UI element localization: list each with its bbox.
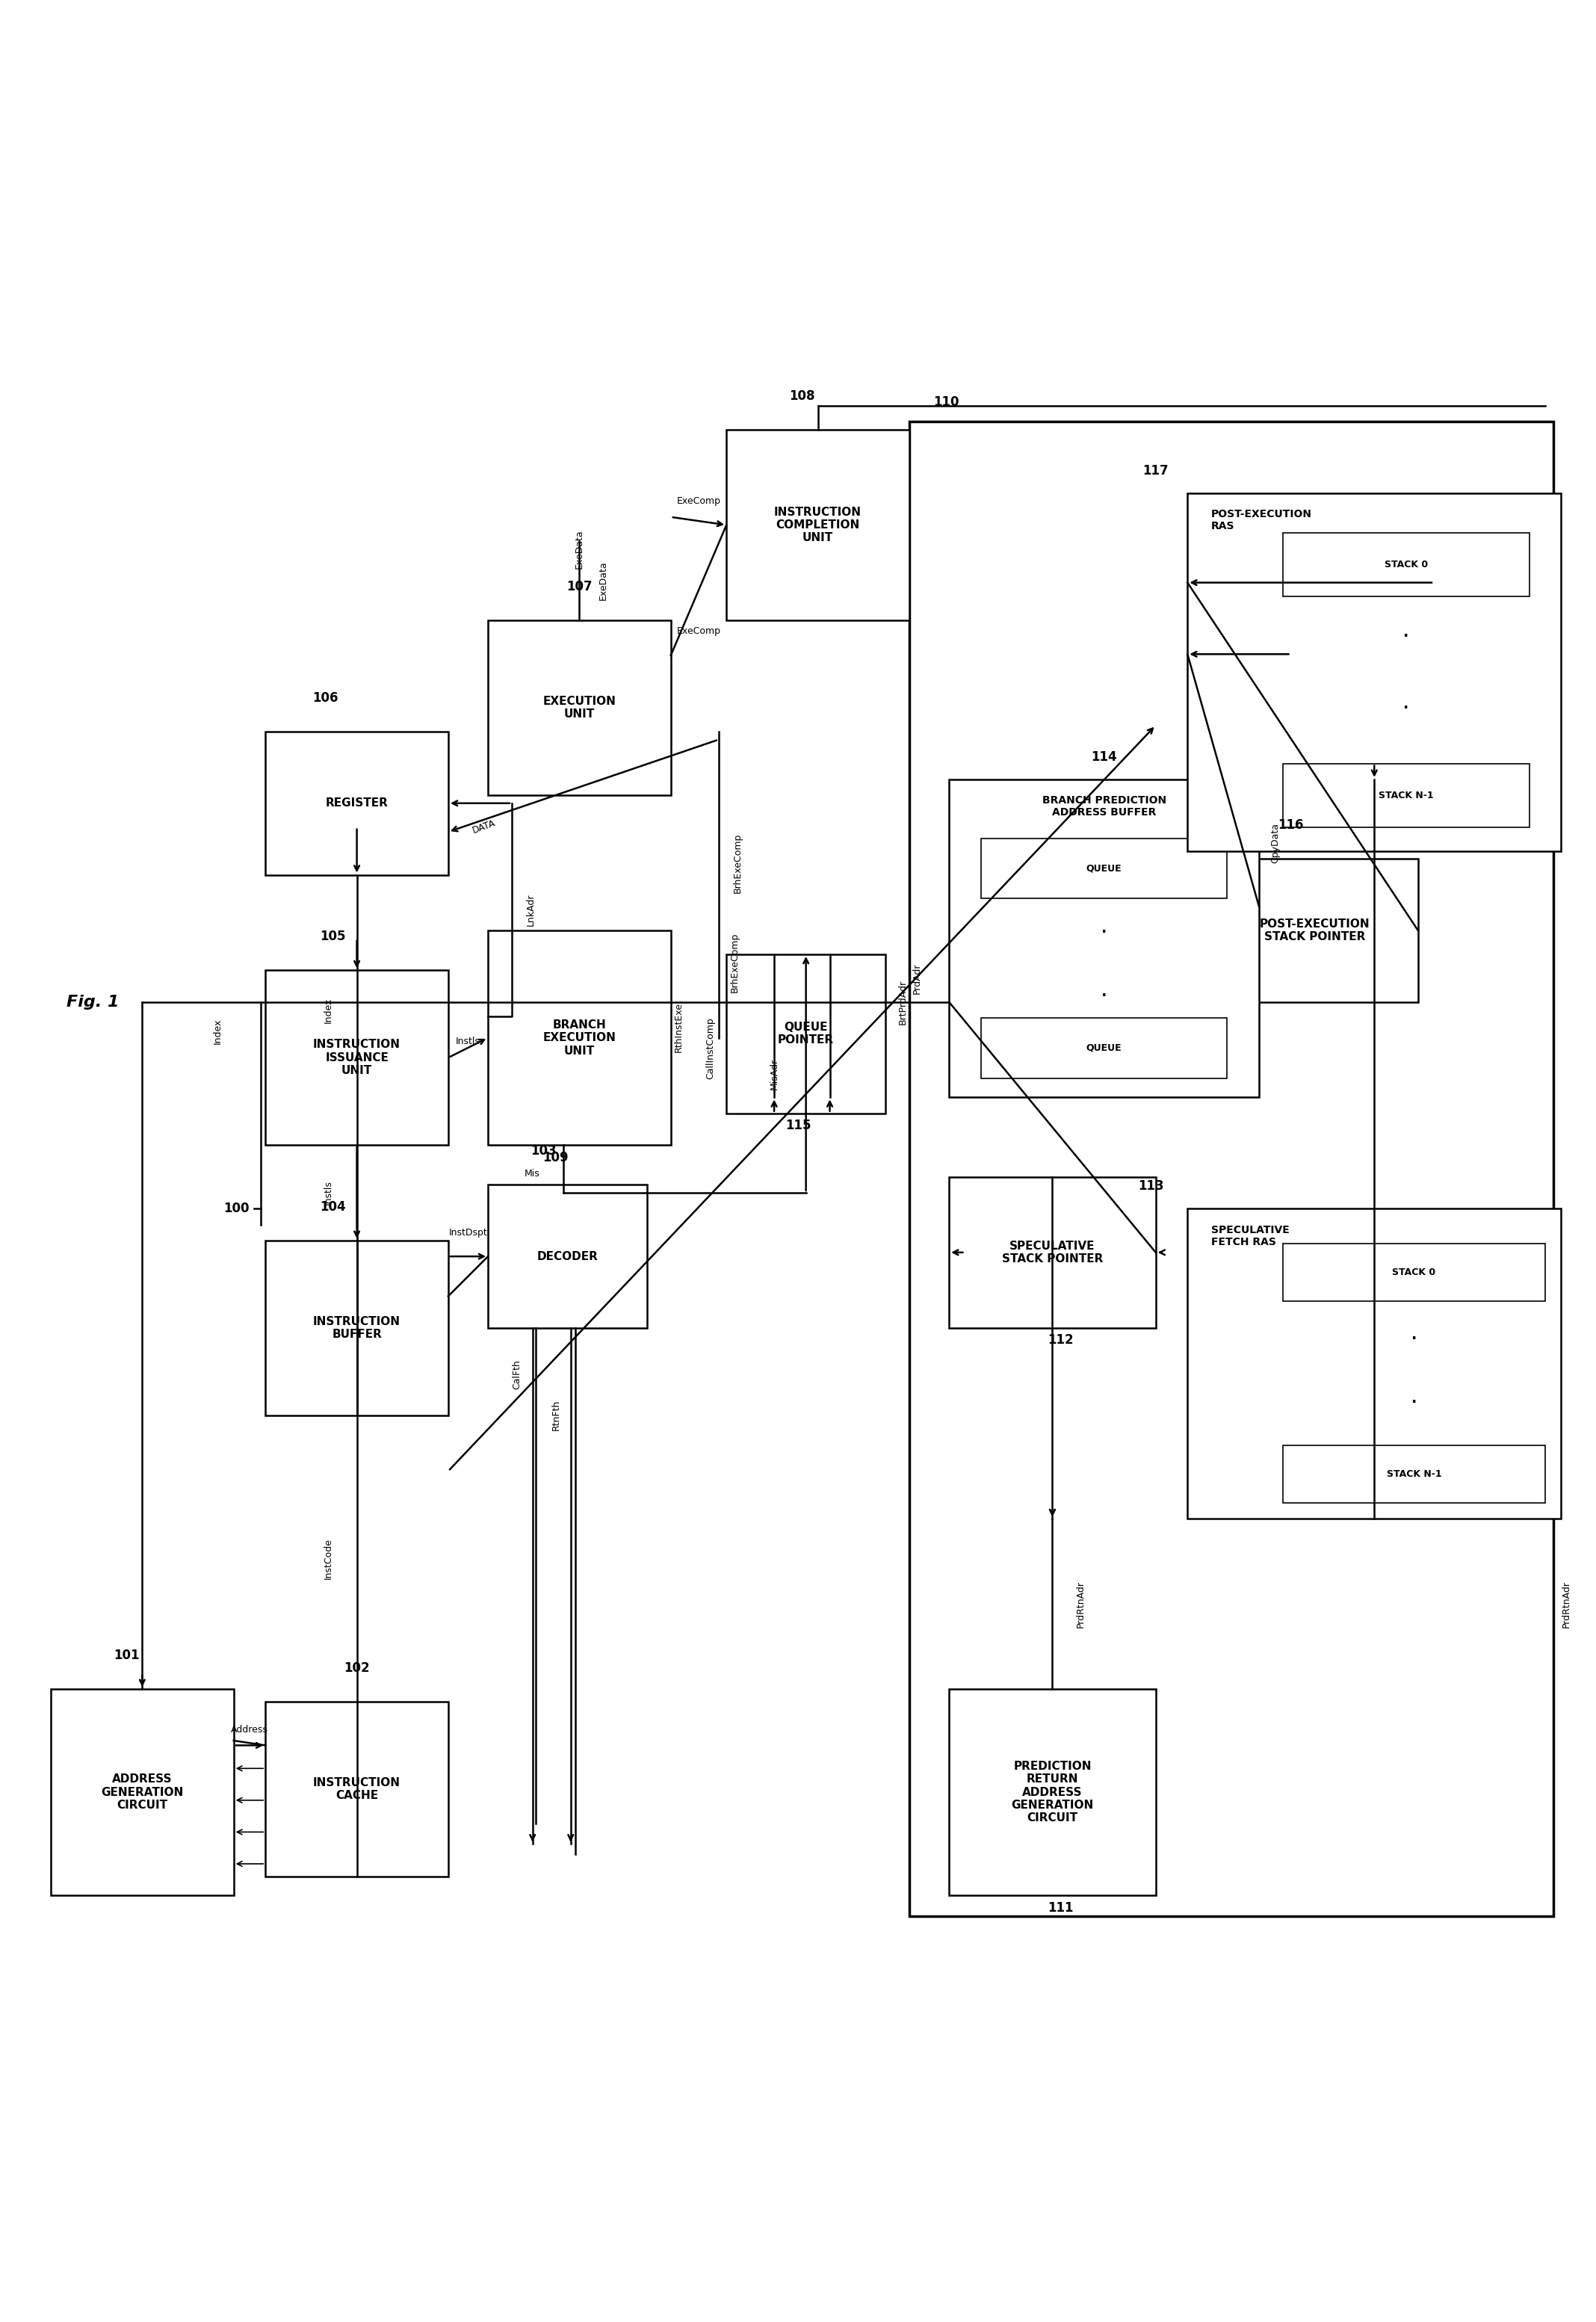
Text: SPECULATIVE
FETCH RAS: SPECULATIVE FETCH RAS xyxy=(1211,1224,1290,1247)
Text: 101: 101 xyxy=(113,1649,139,1663)
Text: InstCode: InstCode xyxy=(324,1537,334,1579)
Text: MisAdr: MisAdr xyxy=(769,1059,779,1089)
Text: Fig. 1: Fig. 1 xyxy=(67,994,120,1010)
Bar xyxy=(1283,534,1529,597)
Bar xyxy=(1211,859,1417,1003)
Text: 115: 115 xyxy=(785,1119,811,1133)
Text: EXECUTION
UNIT: EXECUTION UNIT xyxy=(543,697,616,720)
Text: 108: 108 xyxy=(788,390,816,402)
Text: 117: 117 xyxy=(1143,464,1168,478)
Text: Mis: Mis xyxy=(523,1168,539,1180)
Text: PrdAdr: PrdAdr xyxy=(913,964,922,994)
Bar xyxy=(488,1184,646,1328)
Text: QUEUE
POINTER: QUEUE POINTER xyxy=(777,1022,835,1045)
Text: STACK 0: STACK 0 xyxy=(1392,1268,1436,1277)
Text: 104: 104 xyxy=(321,1200,346,1214)
Text: 114: 114 xyxy=(1092,750,1117,764)
Text: RthInstExe: RthInstExe xyxy=(674,1003,683,1052)
Text: InstDspt: InstDspt xyxy=(448,1228,487,1238)
Text: 107: 107 xyxy=(567,580,592,594)
Text: ExeComp: ExeComp xyxy=(677,627,721,636)
Text: ·: · xyxy=(1101,924,1106,938)
Bar xyxy=(1187,492,1561,850)
Text: ·: · xyxy=(1411,1396,1417,1409)
Text: BrhExeComp: BrhExeComp xyxy=(733,834,742,894)
Text: 106: 106 xyxy=(313,692,338,704)
Text: PrdRtnAdr: PrdRtnAdr xyxy=(1076,1581,1085,1628)
Text: STACK 0: STACK 0 xyxy=(1384,560,1428,569)
Text: REGISTER: REGISTER xyxy=(326,799,388,808)
Text: 116: 116 xyxy=(1278,817,1304,831)
Bar xyxy=(982,1017,1227,1077)
Text: QUEUE: QUEUE xyxy=(1087,1043,1122,1052)
Text: ·: · xyxy=(1403,701,1409,715)
Bar xyxy=(950,1177,1156,1328)
Text: BRANCH PREDICTION
ADDRESS BUFFER: BRANCH PREDICTION ADDRESS BUFFER xyxy=(1042,794,1167,817)
Bar xyxy=(1283,764,1529,827)
Bar xyxy=(265,731,448,875)
Bar xyxy=(51,1688,233,1895)
Text: 100: 100 xyxy=(223,1203,249,1214)
Bar xyxy=(950,1688,1156,1895)
Text: ExeComp: ExeComp xyxy=(677,497,721,506)
Text: 111: 111 xyxy=(1047,1902,1073,1916)
Bar xyxy=(1283,1245,1545,1300)
Bar xyxy=(265,1702,448,1876)
Bar xyxy=(265,1240,448,1416)
Text: RtnFth: RtnFth xyxy=(552,1400,562,1430)
Text: 113: 113 xyxy=(1138,1180,1163,1194)
Text: BRANCH
EXECUTION
UNIT: BRANCH EXECUTION UNIT xyxy=(543,1019,616,1057)
Text: ·: · xyxy=(1403,629,1409,643)
Text: Address: Address xyxy=(231,1725,268,1735)
Text: Instls: Instls xyxy=(324,1180,334,1205)
Text: DATA: DATA xyxy=(471,817,496,836)
Text: SPECULATIVE
STACK POINTER: SPECULATIVE STACK POINTER xyxy=(1002,1240,1103,1265)
Text: QUEUE: QUEUE xyxy=(1087,864,1122,873)
Bar xyxy=(265,971,448,1145)
Text: 103: 103 xyxy=(531,1145,557,1159)
Text: STACK N-1: STACK N-1 xyxy=(1379,789,1433,801)
Bar xyxy=(726,954,886,1112)
Bar xyxy=(1187,1210,1561,1519)
Text: Index: Index xyxy=(212,1019,222,1045)
Text: BrhExeComp: BrhExeComp xyxy=(729,933,739,994)
Text: 105: 105 xyxy=(321,929,346,943)
Text: 112: 112 xyxy=(1047,1333,1073,1347)
Text: CallInstComp: CallInstComp xyxy=(705,1017,715,1080)
Text: CalFth: CalFth xyxy=(512,1361,522,1389)
Text: DECODER: DECODER xyxy=(536,1252,598,1263)
Text: Index: Index xyxy=(324,996,334,1022)
Text: CpyData: CpyData xyxy=(1270,822,1280,864)
Text: 102: 102 xyxy=(343,1660,370,1674)
Text: 109: 109 xyxy=(543,1152,568,1163)
Bar xyxy=(910,423,1553,1916)
Bar xyxy=(1283,1447,1545,1502)
Text: ·: · xyxy=(1101,989,1106,1003)
Text: ·: · xyxy=(1411,1333,1417,1347)
Text: INSTRUCTION
COMPLETION
UNIT: INSTRUCTION COMPLETION UNIT xyxy=(774,506,862,543)
Text: PrdRtnAdr: PrdRtnAdr xyxy=(1561,1581,1570,1628)
Text: LnkAdr: LnkAdr xyxy=(527,894,536,926)
Text: BrtPrdAdr: BrtPrdAdr xyxy=(899,980,908,1024)
Text: POST-EXECUTION
RAS: POST-EXECUTION RAS xyxy=(1211,509,1312,532)
Bar xyxy=(982,838,1227,899)
Text: INSTRUCTION
BUFFER: INSTRUCTION BUFFER xyxy=(313,1317,401,1340)
Text: 110: 110 xyxy=(934,395,959,409)
Text: POST-EXECUTION
STACK POINTER: POST-EXECUTION STACK POINTER xyxy=(1259,917,1369,943)
Text: STACK N-1: STACK N-1 xyxy=(1387,1470,1441,1479)
Text: INSTRUCTION
CACHE: INSTRUCTION CACHE xyxy=(313,1776,401,1802)
Bar xyxy=(488,931,670,1145)
Bar xyxy=(488,620,670,794)
Bar xyxy=(726,430,910,620)
Text: INSTRUCTION
ISSUANCE
UNIT: INSTRUCTION ISSUANCE UNIT xyxy=(313,1038,401,1077)
Text: ExeData: ExeData xyxy=(575,529,584,569)
Text: PREDICTION
RETURN
ADDRESS
GENERATION
CIRCUIT: PREDICTION RETURN ADDRESS GENERATION CIR… xyxy=(1012,1760,1093,1823)
Text: Instls: Instls xyxy=(456,1038,480,1047)
Text: ExeData: ExeData xyxy=(598,562,608,601)
Text: ADDRESS
GENERATION
CIRCUIT: ADDRESS GENERATION CIRCUIT xyxy=(101,1774,184,1811)
Bar xyxy=(950,780,1259,1098)
